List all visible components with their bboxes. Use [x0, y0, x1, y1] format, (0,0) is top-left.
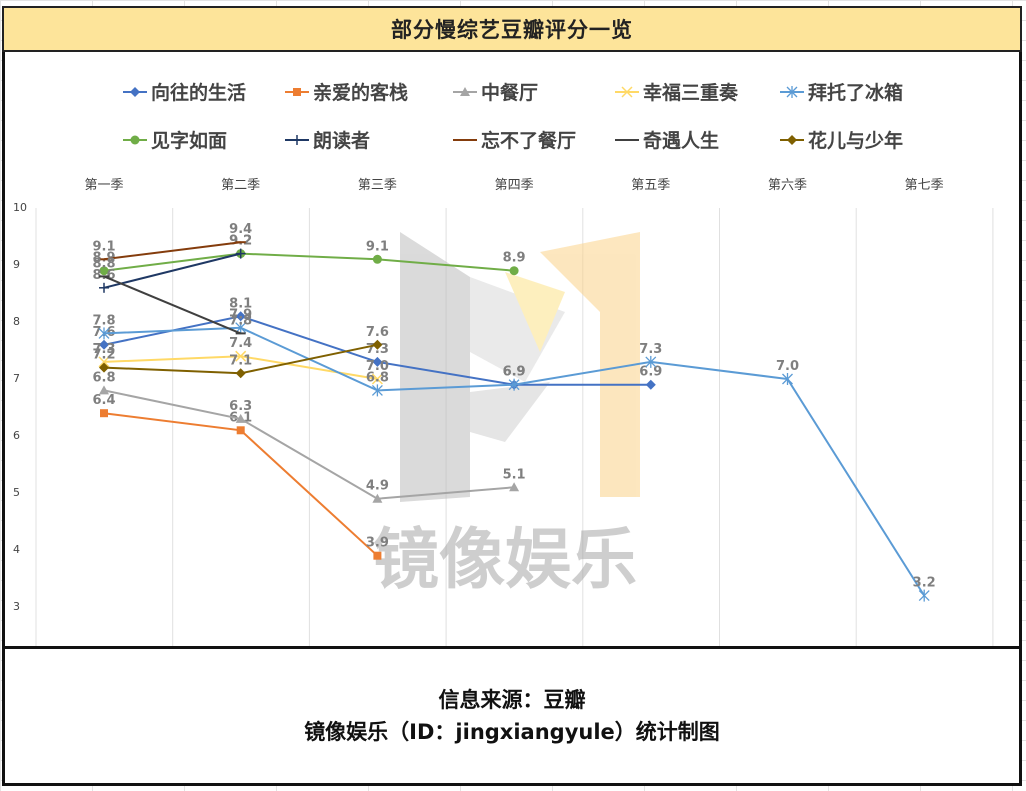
legend-swatch-icon	[123, 86, 147, 97]
data-label: 6.4	[92, 393, 115, 408]
data-label: 9.2	[229, 234, 252, 249]
data-label: 6.8	[92, 370, 115, 385]
data-label: 6.9	[503, 365, 526, 380]
legend-item[interactable]: 幸福三重奏	[615, 78, 738, 105]
data-label: 7.8	[229, 313, 252, 328]
data-label: 5.1	[503, 467, 526, 482]
data-label: 7.4	[229, 336, 252, 351]
chart-area[interactable]: 向往的生活 亲爱的客栈 中餐厅 幸福三重奏 拜托了冰箱见字如面 朗读者 忘不了餐厅 奇遇人生 花…	[2, 52, 1022, 646]
legend-swatch-icon	[780, 85, 804, 98]
legend-swatch-icon	[615, 138, 639, 141]
legend-item[interactable]: 中餐厅	[453, 78, 538, 105]
series-7: 9.1 9.4	[92, 222, 252, 261]
x-axis-label: 第七季	[904, 178, 944, 193]
data-label: 9.2	[229, 234, 252, 249]
series-5: 8.99.2 9.18.9	[92, 234, 526, 276]
legend-item[interactable]: 亲爱的客栈	[285, 78, 408, 105]
x-axis-label: 第四季	[494, 178, 534, 193]
data-label: 6.9	[503, 365, 526, 380]
series-1: 6.46.13.9	[92, 393, 389, 560]
legend-swatch-icon	[285, 134, 309, 145]
data-label: 6.9	[639, 365, 662, 380]
data-label: 8.1	[229, 296, 252, 311]
footer-source: 信息来源：豆瓣 镜像娱乐（ID：jingxiangyule）统计制图	[2, 646, 1022, 786]
data-label: 9.1	[366, 239, 389, 254]
data-label: 3.9	[366, 536, 389, 551]
watermark-logo: 镜像娱乐	[373, 232, 640, 598]
data-label: 7.9	[229, 308, 252, 323]
legend-item[interactable]: 拜托了冰箱	[780, 78, 903, 105]
data-label: 4.9	[366, 479, 389, 494]
legend-swatch-icon	[453, 86, 477, 96]
y-axis-tick: 7	[13, 372, 20, 385]
legend-swatch-icon	[780, 134, 804, 145]
y-axis-tick: 9	[13, 258, 20, 271]
data-label: 9.1	[92, 239, 115, 254]
y-axis-tick: 5	[13, 486, 20, 499]
source-line: 信息来源：豆瓣	[438, 688, 586, 712]
legend-label: 幸福三重奏	[643, 82, 739, 104]
series-6: 8.69.2	[92, 234, 252, 293]
title-banner: 部分慢综艺豆瓣评分一览	[2, 6, 1022, 52]
data-label: 8.9	[503, 251, 526, 266]
legend-item[interactable]: 朗读者	[285, 126, 370, 153]
data-label: 3.2	[913, 576, 936, 591]
x-axis-label: 第六季	[767, 178, 808, 193]
data-label: 8.9	[92, 251, 115, 266]
x-axis-label: 第三季	[357, 178, 397, 193]
data-label: 7.3	[92, 342, 115, 357]
legend-label: 拜托了冰箱	[808, 82, 904, 104]
legend-label: 向往的生活	[151, 82, 247, 104]
legend-item[interactable]: 奇遇人生	[615, 126, 719, 153]
y-axis-tick: 8	[13, 315, 20, 328]
y-axis-tick: 6	[13, 429, 20, 442]
legend-label: 中餐厅	[481, 82, 539, 104]
legend-swatch-icon	[453, 138, 477, 141]
x-axis-label: 第五季	[631, 178, 671, 193]
y-axis-tick: 3	[13, 600, 20, 613]
data-label: 7.0	[776, 359, 799, 374]
series-4: 7.8 7.96.8 6.97.37.03.2	[92, 308, 936, 602]
series-8: 8.8 7.8	[92, 256, 252, 335]
data-label: 8.8	[92, 256, 115, 271]
data-label: 6.3	[229, 399, 252, 414]
data-label: 7.6	[366, 325, 389, 340]
legend-item[interactable]: 见字如面	[123, 126, 227, 153]
series-2: 6.8 6.3 4.9 5.1	[92, 370, 526, 503]
data-label: 7.1	[229, 353, 252, 368]
watermark-text: 镜像娱乐	[373, 521, 637, 598]
legend-swatch-icon	[285, 87, 309, 96]
plot-area: 镜像娱乐 7.6 8.1 7.3 6.9 6.9 6.46.13.9 6.8 6.3 4.9 5.1…	[35, 208, 994, 646]
legend-label: 奇遇人生	[643, 130, 720, 152]
data-label: 7.3	[639, 342, 662, 357]
chart-title: 部分慢综艺豆瓣评分一览	[391, 18, 633, 42]
legend-label: 朗读者	[313, 130, 371, 152]
legend-item[interactable]: 忘不了餐厅	[453, 126, 576, 153]
data-label: 7.2	[92, 348, 115, 363]
y-axis-tick: 4	[13, 543, 20, 556]
data-label: 9.4	[229, 222, 252, 237]
legend-item[interactable]: 花儿与少年	[780, 126, 903, 153]
legend-label: 忘不了餐厅	[481, 130, 577, 152]
data-label: 7.8	[92, 313, 115, 328]
legend-label: 花儿与少年	[808, 130, 904, 152]
data-label: 7.0	[366, 359, 389, 374]
series-3: 7.3 7.4 7.0	[92, 336, 389, 385]
data-label: 6.8	[366, 370, 389, 385]
legend-swatch-icon	[615, 85, 639, 98]
legend-item[interactable]: 向往的生活	[123, 78, 246, 105]
y-axis-tick: 10	[13, 201, 27, 214]
x-axis-label: 第一季	[84, 178, 124, 193]
legend-swatch-icon	[123, 135, 147, 144]
credit-line: 镜像娱乐（ID：jingxiangyule）统计制图	[304, 720, 720, 744]
series-9: 7.2 7.1 7.6	[92, 325, 389, 379]
x-axis-label: 第二季	[221, 178, 261, 193]
legend-label: 亲爱的客栈	[313, 82, 409, 104]
legend-label: 见字如面	[151, 130, 228, 152]
